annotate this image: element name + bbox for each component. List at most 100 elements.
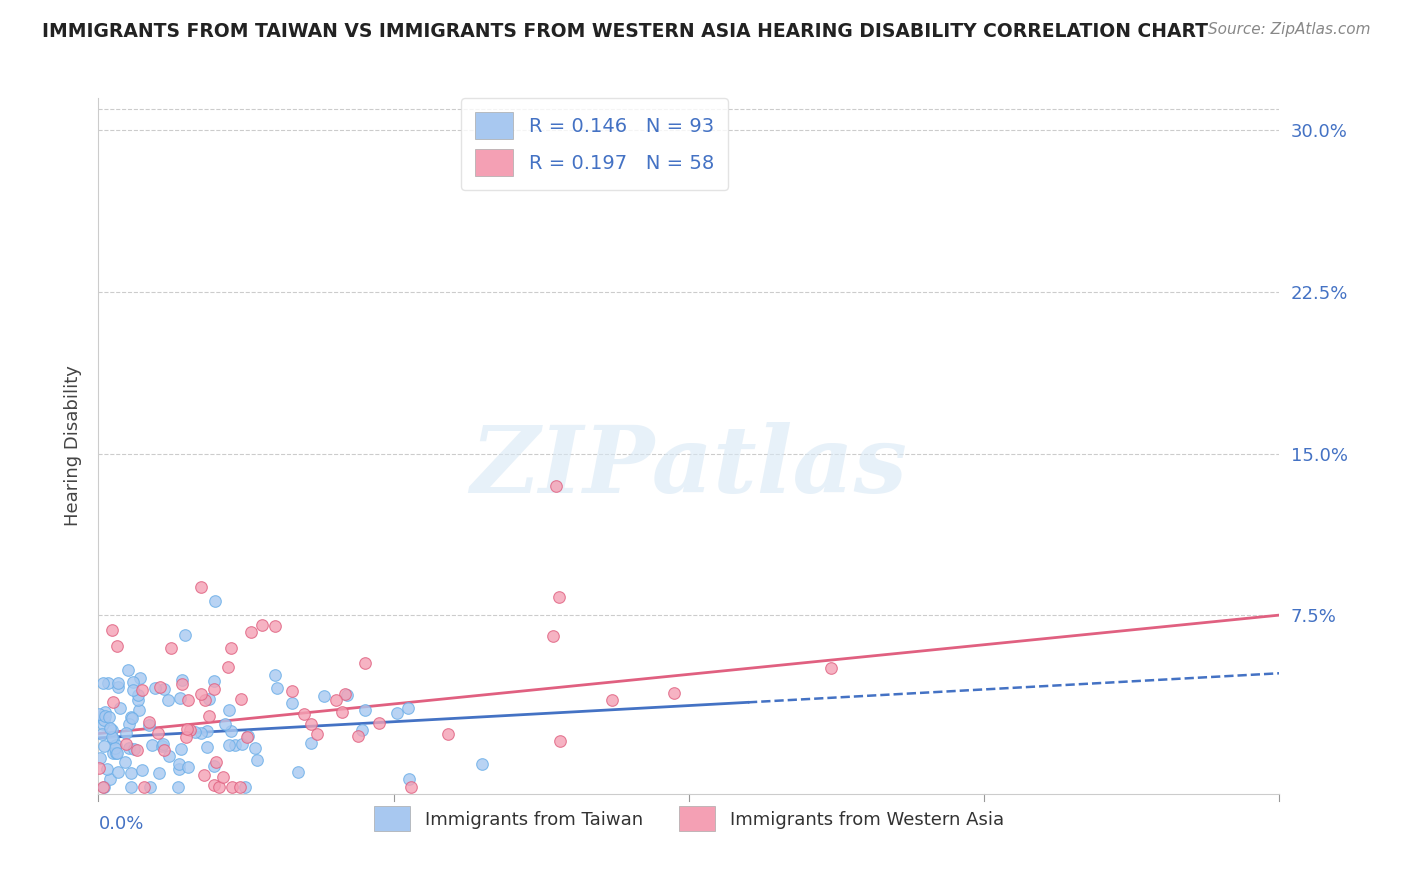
- Point: [103, 732, 125, 747]
- Point: [89, 751, 111, 765]
- Point: [547, 590, 569, 604]
- Point: [219, 723, 242, 738]
- Point: [176, 723, 198, 737]
- Point: [190, 687, 212, 701]
- Point: [600, 693, 623, 707]
- Point: [221, 641, 243, 656]
- Point: [105, 747, 128, 761]
- Point: [96, 762, 118, 776]
- Point: [548, 734, 571, 748]
- Point: [103, 746, 125, 760]
- Point: [224, 738, 246, 752]
- Point: [150, 739, 173, 753]
- Point: [107, 681, 129, 695]
- Point: [202, 778, 225, 792]
- Point: [183, 725, 205, 739]
- Point: [231, 737, 253, 751]
- Point: [107, 765, 129, 780]
- Point: [100, 623, 122, 637]
- Point: [139, 780, 162, 795]
- Point: [333, 687, 356, 701]
- Point: [157, 749, 180, 764]
- Point: [353, 656, 375, 670]
- Point: [93, 739, 115, 753]
- Point: [212, 770, 235, 784]
- Point: [336, 688, 359, 702]
- Point: [172, 673, 194, 687]
- Point: [138, 714, 160, 729]
- Point: [129, 671, 152, 685]
- Point: [169, 691, 191, 706]
- Point: [330, 706, 353, 720]
- Point: [221, 780, 243, 795]
- Point: [149, 680, 172, 694]
- Point: [152, 743, 174, 757]
- Point: [546, 479, 568, 493]
- Point: [179, 723, 201, 738]
- Point: [118, 717, 141, 731]
- Point: [368, 716, 391, 731]
- Point: [120, 709, 142, 723]
- Point: [93, 713, 115, 727]
- Point: [148, 726, 170, 740]
- Point: [152, 737, 174, 751]
- Point: [305, 727, 328, 741]
- Point: [250, 618, 273, 632]
- Point: [115, 726, 138, 740]
- Point: [662, 686, 685, 700]
- Text: ZIPatlas: ZIPatlas: [471, 422, 907, 512]
- Point: [174, 628, 197, 642]
- Point: [263, 668, 285, 682]
- Point: [198, 692, 221, 706]
- Point: [159, 641, 181, 656]
- Point: [280, 683, 302, 698]
- Point: [94, 709, 117, 723]
- Point: [115, 737, 138, 751]
- Point: [134, 780, 156, 795]
- Point: [354, 703, 377, 717]
- Point: [105, 639, 128, 653]
- Point: [190, 726, 212, 740]
- Point: [96, 676, 118, 690]
- Point: [177, 759, 200, 773]
- Point: [218, 703, 240, 717]
- Point: [105, 738, 128, 752]
- Point: [148, 766, 170, 780]
- Point: [325, 693, 347, 707]
- Point: [143, 681, 166, 695]
- Point: [153, 682, 176, 697]
- Y-axis label: Hearing Disability: Hearing Disability: [63, 366, 82, 526]
- Point: [167, 756, 190, 771]
- Point: [236, 729, 259, 743]
- Point: [287, 764, 309, 779]
- Point: [229, 692, 252, 706]
- Point: [299, 736, 322, 750]
- Point: [131, 763, 153, 777]
- Point: [198, 709, 221, 723]
- Point: [107, 676, 129, 690]
- Point: [100, 723, 122, 738]
- Text: IMMIGRANTS FROM TAIWAN VS IMMIGRANTS FROM WESTERN ASIA HEARING DISABILITY CORREL: IMMIGRANTS FROM TAIWAN VS IMMIGRANTS FRO…: [42, 22, 1208, 41]
- Point: [314, 689, 336, 703]
- Point: [541, 628, 564, 642]
- Point: [117, 663, 139, 677]
- Point: [193, 768, 215, 782]
- Point: [217, 659, 239, 673]
- Point: [218, 738, 240, 752]
- Point: [214, 717, 236, 731]
- Point: [105, 746, 128, 760]
- Point: [87, 706, 110, 721]
- Point: [195, 739, 218, 754]
- Point: [236, 731, 259, 745]
- Point: [174, 730, 197, 744]
- Point: [208, 780, 231, 795]
- Point: [121, 710, 143, 724]
- Point: [399, 780, 422, 795]
- Point: [471, 757, 494, 772]
- Point: [98, 722, 121, 736]
- Point: [204, 593, 226, 607]
- Point: [350, 723, 373, 737]
- Point: [90, 727, 112, 741]
- Point: [246, 753, 269, 767]
- Point: [292, 706, 315, 721]
